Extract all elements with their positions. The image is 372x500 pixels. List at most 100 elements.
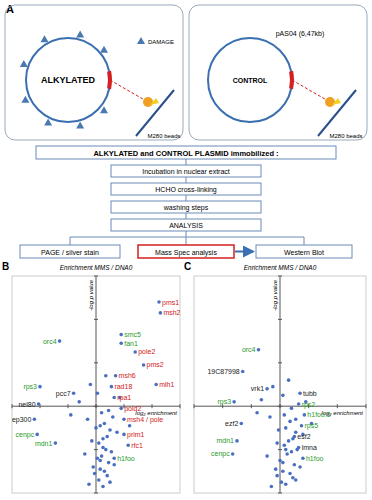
point-label: rps2 [302, 401, 316, 409]
point [281, 470, 285, 474]
point [94, 426, 98, 430]
step: washing steps [163, 204, 209, 212]
step-box [111, 183, 261, 195]
point-label: smc5 [124, 331, 141, 338]
point [265, 454, 269, 458]
point [122, 417, 126, 421]
point [281, 461, 285, 465]
linker [110, 80, 148, 102]
streptavidin [143, 97, 153, 107]
point [101, 485, 105, 489]
point [133, 350, 137, 354]
point [107, 409, 111, 413]
point [274, 467, 278, 471]
point [97, 478, 101, 482]
plasmid-label: CONTROL [233, 77, 268, 84]
point [301, 456, 305, 460]
point-label: ezf2 [225, 420, 238, 427]
point [290, 450, 294, 454]
point-label: msh6 [119, 372, 136, 379]
y-tick [94, 362, 98, 363]
point [100, 454, 104, 458]
plasmid [26, 38, 110, 122]
branch [186, 237, 187, 245]
biotin-segment [289, 71, 294, 88]
point-label: mdn1 [216, 437, 234, 444]
point [104, 374, 108, 378]
point [285, 452, 289, 456]
point [37, 402, 41, 406]
x-tick [194, 404, 195, 408]
y-tick [278, 319, 282, 320]
point-label: rad18 [114, 383, 132, 390]
linker [292, 80, 330, 102]
biotin [150, 98, 159, 105]
branch [70, 237, 71, 245]
x-axis [194, 406, 366, 407]
point [260, 398, 264, 402]
biotin [332, 98, 341, 105]
analysis: Western Blot [284, 249, 324, 256]
point [58, 339, 62, 343]
x-axis [12, 406, 180, 407]
header: ALKYLATED and CONTROL PLASMID immobilize… [93, 149, 278, 158]
point [126, 443, 130, 447]
point-label: 19C87998 [207, 368, 239, 375]
point-label: rps5 [305, 422, 319, 430]
step-link [186, 159, 187, 165]
point [297, 402, 301, 406]
point [128, 424, 132, 428]
point [119, 407, 123, 411]
point [114, 374, 118, 378]
title: Enrichment MMS / DNA0 [244, 264, 317, 271]
y-tick [278, 493, 282, 494]
point [69, 413, 73, 417]
point [105, 435, 109, 439]
beads-label: M280 beads [147, 133, 180, 139]
point-label: rpa1 [117, 394, 131, 402]
y-axis [96, 276, 97, 493]
x-tick [337, 404, 338, 408]
point [157, 300, 161, 304]
point [115, 430, 119, 434]
branch [70, 237, 304, 238]
point-label: h1foo.5 [307, 411, 330, 418]
point [103, 422, 107, 426]
point [112, 463, 116, 467]
point-label: prim1 [127, 431, 145, 439]
point [280, 480, 284, 484]
point [268, 415, 272, 419]
point-label: msh2 [163, 309, 180, 316]
point [271, 385, 275, 389]
branch [304, 237, 305, 245]
step: Incubation in nuclear extract [142, 168, 230, 175]
point-label: nel80 [18, 401, 35, 408]
point [93, 472, 97, 476]
y-tick [278, 406, 282, 407]
analysis: Mass Spec analysis [155, 249, 217, 257]
point-label: pms2 [147, 361, 164, 369]
point-label: h1foo [117, 455, 135, 462]
analysis-box [138, 245, 234, 258]
point-label: mdn1 [35, 440, 53, 447]
point [284, 483, 288, 487]
point [278, 459, 282, 463]
plasmid-label: ALKYLATED [41, 75, 95, 85]
point [277, 428, 281, 432]
y-tick [94, 276, 98, 277]
point [111, 415, 115, 419]
y-axis-label: -log p value [88, 279, 94, 311]
x-tick [152, 404, 153, 408]
point [98, 424, 102, 428]
point [294, 417, 298, 421]
beads-label: M280 beads [329, 133, 362, 139]
figure: AALKYLATEDM280 beadsDAMAGECONTROLM280 be… [0, 0, 372, 500]
point [108, 428, 112, 432]
point [291, 476, 295, 480]
point-label: esf2 [297, 433, 310, 440]
bead-surface [318, 90, 356, 136]
point [288, 420, 292, 424]
analysis: PAGE / silver stain [41, 249, 99, 256]
point [241, 370, 245, 374]
step-link [186, 213, 187, 219]
